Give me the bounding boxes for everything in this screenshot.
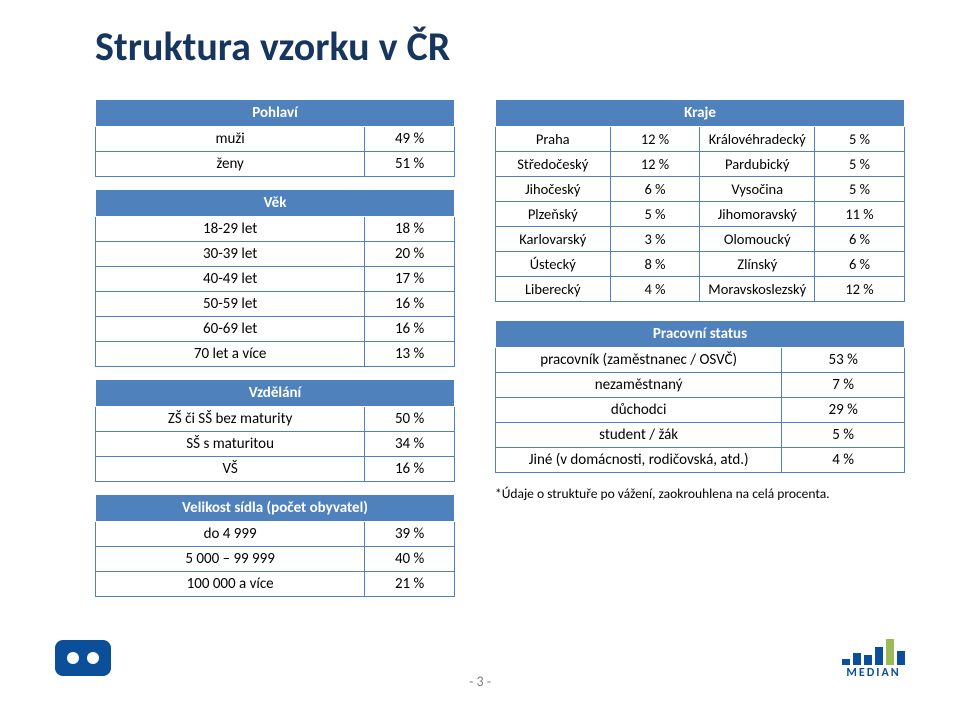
region-name: Moravskoslezský: [700, 277, 815, 302]
region-value: 8 %: [610, 252, 700, 277]
region-value: 5 %: [815, 177, 905, 202]
page-number: - 3 -: [0, 673, 960, 690]
table-regions: Kraje Praha 12 % Královéhradecký 5 % Stř…: [495, 99, 905, 302]
row-value: 18 %: [365, 217, 455, 242]
region-name: Královéhradecký: [700, 127, 815, 152]
region-name: Plzeňský: [496, 202, 611, 227]
ct-logo-icon: [55, 640, 111, 676]
row-value: 53 %: [782, 348, 905, 373]
row-label: 40-49 let: [96, 267, 365, 292]
region-name: Pardubický: [700, 152, 815, 177]
region-value: 3 %: [610, 227, 700, 252]
row-value: 34 %: [365, 432, 455, 457]
row-label: VŠ: [96, 457, 365, 482]
row-value: 21 %: [365, 572, 455, 597]
row-value: 16 %: [365, 317, 455, 342]
footnote: *Údaje o struktuře po vážení, zaokrouhle…: [495, 485, 905, 502]
table-settlement: Velikost sídla (počet obyvatel) do 4 999…: [95, 494, 455, 597]
table-header: Velikost sídla (počet obyvatel): [96, 495, 455, 522]
table-gender: Pohlaví muži 49 % ženy 51 %: [95, 99, 455, 177]
row-value: 17 %: [365, 267, 455, 292]
region-value: 11 %: [815, 202, 905, 227]
row-label: Jiné (v domácnosti, rodičovská, atd.): [496, 448, 782, 473]
row-label: 100 000 a více: [96, 572, 365, 597]
row-value: 51 %: [365, 152, 455, 177]
region-name: Praha: [496, 127, 611, 152]
region-name: Jihomoravský: [700, 202, 815, 227]
ct-logo: [55, 640, 119, 680]
row-value: 16 %: [365, 292, 455, 317]
row-label: student / žák: [496, 423, 782, 448]
row-value: 5 %: [782, 423, 905, 448]
row-label: 70 let a více: [96, 342, 365, 367]
row-value: 39 %: [365, 522, 455, 547]
median-logo: MEDIAN: [842, 639, 905, 680]
row-value: 50 %: [365, 407, 455, 432]
region-value: 6 %: [610, 177, 700, 202]
row-label: důchodci: [496, 398, 782, 423]
row-label: ženy: [96, 152, 365, 177]
region-value: 5 %: [815, 152, 905, 177]
region-name: Olomoucký: [700, 227, 815, 252]
region-value: 5 %: [610, 202, 700, 227]
row-label: nezaměstnaný: [496, 373, 782, 398]
row-label: 60-69 let: [96, 317, 365, 342]
region-name: Liberecký: [496, 277, 611, 302]
page-title: Struktura vzorku v ČR: [0, 0, 960, 71]
row-value: 4 %: [782, 448, 905, 473]
row-label: SŠ s maturitou: [96, 432, 365, 457]
row-label: 30-39 let: [96, 242, 365, 267]
region-name: Vysočina: [700, 177, 815, 202]
median-logo-label: MEDIAN: [842, 666, 905, 680]
region-value: 12 %: [610, 152, 700, 177]
row-value: 16 %: [365, 457, 455, 482]
row-label: 50-59 let: [96, 292, 365, 317]
region-name: Karlovarský: [496, 227, 611, 252]
region-value: 5 %: [815, 127, 905, 152]
row-label: 5 000 – 99 999: [96, 547, 365, 572]
region-name: Jihočeský: [496, 177, 611, 202]
row-value: 49 %: [365, 127, 455, 152]
region-value: 12 %: [610, 127, 700, 152]
region-value: 6 %: [815, 227, 905, 252]
row-value: 13 %: [365, 342, 455, 367]
row-value: 7 %: [782, 373, 905, 398]
region-value: 12 %: [815, 277, 905, 302]
table-education: Vzdělání ZŠ či SŠ bez maturity 50 % SŠ s…: [95, 379, 455, 482]
region-name: Zlínský: [700, 252, 815, 277]
row-value: 20 %: [365, 242, 455, 267]
region-value: 6 %: [815, 252, 905, 277]
row-label: pracovník (zaměstnanec / OSVČ): [496, 348, 782, 373]
region-name: Středočeský: [496, 152, 611, 177]
row-value: 40 %: [365, 547, 455, 572]
region-name: Ústecký: [496, 252, 611, 277]
row-label: ZŠ či SŠ bez maturity: [96, 407, 365, 432]
table-header: Kraje: [496, 100, 905, 127]
table-age: Věk 18-29 let 18 % 30-39 let 20 % 40-49 …: [95, 189, 455, 367]
row-label: do 4 999: [96, 522, 365, 547]
row-label: 18-29 let: [96, 217, 365, 242]
region-value: 4 %: [610, 277, 700, 302]
table-header: Věk: [96, 190, 455, 217]
left-column: Pohlaví muži 49 % ženy 51 % Věk 18-29 le…: [95, 99, 455, 609]
row-value: 29 %: [782, 398, 905, 423]
row-label: muži: [96, 127, 365, 152]
table-header: Pohlaví: [96, 100, 455, 127]
right-column: Kraje Praha 12 % Královéhradecký 5 % Stř…: [495, 99, 905, 609]
table-header: Pracovní status: [496, 321, 905, 348]
median-logo-bars: [842, 639, 905, 665]
table-status: Pracovní status pracovník (zaměstnanec /…: [495, 320, 905, 473]
table-header: Vzdělání: [96, 380, 455, 407]
